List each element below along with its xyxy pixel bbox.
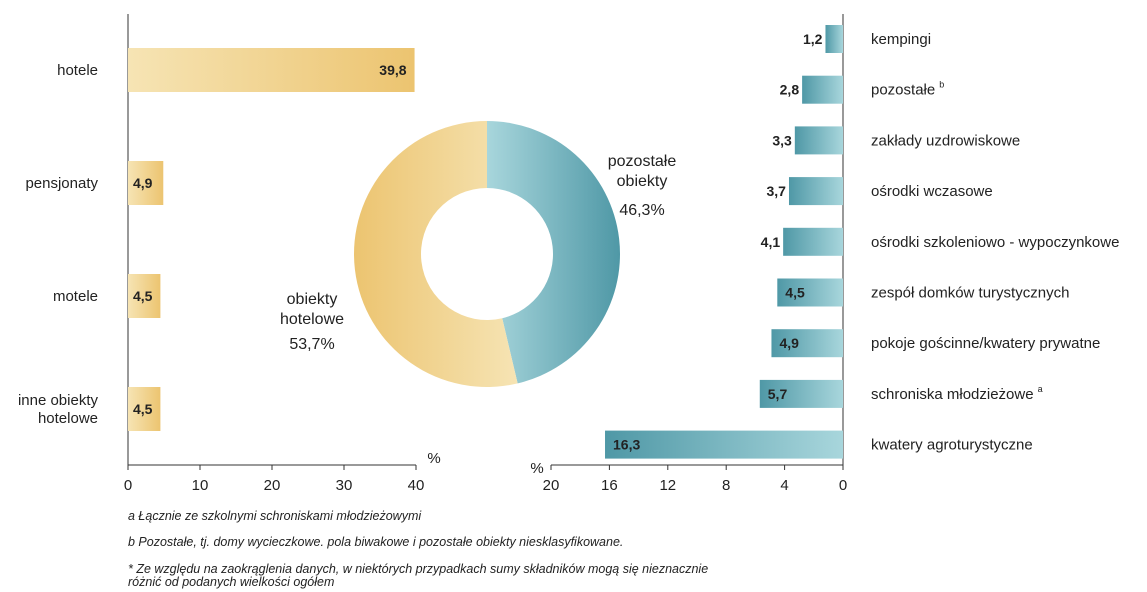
- left-bar-value: 4,5: [133, 401, 153, 417]
- right-x-tick-label: 8: [722, 477, 730, 494]
- right-bar-value: 1,2: [803, 31, 823, 47]
- right-x-tick-label: 0: [839, 477, 847, 494]
- left-x-tick-label: 20: [264, 477, 281, 494]
- right-category-label-text: zakłady uzdrowiskowe: [871, 132, 1020, 149]
- left-category-label: hotele: [57, 62, 98, 79]
- donut-label-line: obiekty: [617, 173, 668, 190]
- left-category-label-line: hotelowe: [38, 410, 98, 427]
- right-category-label-text: kempingi: [871, 31, 931, 48]
- right-x-tick-label: 16: [601, 477, 618, 494]
- right-bar: [777, 278, 843, 307]
- right-x-tick-label: 20: [543, 477, 560, 494]
- right-bar-value: 4,5: [785, 285, 805, 301]
- left-bar-chart: 0 10 20 30 40% 39,8 hotele 4,9 pensjonaty 4,5 mote…: [18, 14, 441, 494]
- right-category-label: ośrodki szkoleniowo - wypoczynkowe: [871, 234, 1119, 251]
- left-bar: [128, 161, 164, 205]
- right-category-label: pozostałe b: [871, 80, 944, 99]
- footnote-a: a Łącznie ze szkolnymi schroniskami młod…: [128, 509, 422, 523]
- right-category-label: kempingi: [871, 31, 931, 48]
- left-x-tick-label: 0: [124, 477, 132, 494]
- donut-label-line: hotelowe: [280, 311, 344, 328]
- right-category-label-text: ośrodki szkoleniowo - wypoczynkowe: [871, 234, 1119, 251]
- donut-label-line: obiekty: [287, 291, 338, 308]
- right-category-label: schroniska młodzieżowe a: [871, 384, 1043, 403]
- right-category-label-text: pozostałe: [871, 82, 935, 99]
- right-x-tick-label: 4: [780, 477, 788, 494]
- left-category-label: inne obiekty hotelowe: [18, 392, 99, 427]
- left-x-tick-label: 40: [408, 477, 425, 494]
- donut-label-line: pozostałe: [608, 153, 677, 170]
- right-category-label-text: schroniska młodzieżowe: [871, 386, 1034, 403]
- left-bar: [128, 48, 415, 92]
- right-bar: [605, 430, 843, 459]
- left-category-label-line: inne obiekty: [18, 392, 99, 409]
- right-category-label-text: pokoje gościnne/kwatery prywatne: [871, 335, 1100, 352]
- right-bar: [783, 227, 843, 256]
- left-bar-value: 4,5: [133, 288, 153, 304]
- right-category-label: zakłady uzdrowiskowe: [871, 132, 1020, 149]
- right-bar-chart: 20 16 12 8 4 0% 1,2 kempingi 2,8 pozostałe b 3,3 zak…: [530, 14, 1119, 494]
- left-bar-value: 4,9: [133, 175, 153, 191]
- right-bar-value: 5,7: [768, 386, 788, 402]
- right-bar-value: 4,1: [761, 234, 781, 250]
- donut-value-other: 46,3%: [619, 202, 664, 219]
- right-bar-value: 3,3: [772, 132, 792, 148]
- right-bar: [825, 25, 843, 53]
- right-bar-value: 3,7: [767, 183, 787, 199]
- right-category-label-text: zespół domków turystycznych: [871, 285, 1069, 302]
- donut-label-hotel: obiekty hotelowe: [280, 291, 344, 328]
- right-category-label: pokoje gościnne/kwatery prywatne: [871, 335, 1100, 352]
- donut-slice: [487, 121, 620, 384]
- donut-chart: pozostałe obiekty 46,3% obiekty hotelowe 53,7…: [280, 121, 677, 388]
- right-bar: [759, 379, 843, 408]
- left-x-tick-label: 10: [192, 477, 209, 494]
- left-bar: [128, 387, 161, 431]
- right-bar-value: 4,9: [779, 335, 799, 351]
- left-axis-unit: %: [427, 450, 440, 467]
- left-category-label: pensjonaty: [25, 175, 98, 192]
- footnote-b: b Pozostałe, tj. domy wycieczkowe. pola …: [128, 535, 624, 549]
- footnote-star-line-2: różnić od podanych wielkości ogółem: [128, 575, 335, 589]
- left-bar-value: 39,8: [379, 62, 406, 78]
- right-category-superscript: a: [1038, 384, 1043, 394]
- right-category-label: kwatery agroturystyczne: [871, 437, 1033, 454]
- left-category-label: motele: [53, 288, 98, 305]
- left-bar: [128, 274, 161, 318]
- right-bar: [802, 75, 843, 104]
- footnote-star-line-1: * Ze względu na zaokrąglenia danych, w n…: [128, 562, 709, 576]
- right-bar: [788, 177, 843, 206]
- right-category-label-text: ośrodki wczasowe: [871, 183, 993, 200]
- donut-value-hotel: 53,7%: [289, 336, 334, 353]
- right-category-label: ośrodki wczasowe: [871, 183, 993, 200]
- right-bar-value: 16,3: [613, 437, 640, 453]
- right-bar: [794, 126, 843, 155]
- right-category-label-text: kwatery agroturystyczne: [871, 437, 1033, 454]
- right-category-superscript: b: [939, 80, 944, 90]
- right-axis-unit: %: [530, 460, 543, 477]
- right-bar-value: 2,8: [780, 82, 800, 98]
- donut-label-other: pozostałe obiekty: [608, 153, 677, 190]
- right-x-tick-label: 12: [659, 477, 676, 494]
- right-bar: [771, 329, 843, 358]
- right-category-label: zespół domków turystycznych: [871, 285, 1069, 302]
- donut-slice: [353, 121, 518, 388]
- left-x-tick-label: 30: [336, 477, 353, 494]
